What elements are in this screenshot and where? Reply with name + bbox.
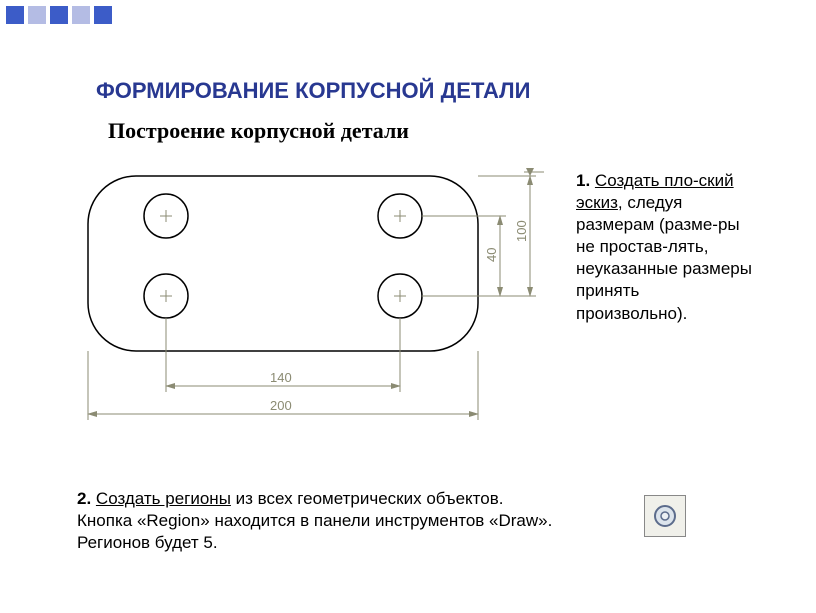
step-2-line3: Регионов будет 5.: [77, 533, 218, 552]
step-1-rest: , следуя размерам (разме-ры не простав-л…: [576, 193, 752, 322]
technical-drawing: 140 200 100 40: [68, 162, 556, 467]
step-2-underline: Создать регионы: [96, 489, 231, 508]
step-2-text: 2. Создать регионы из всех геометрически…: [77, 488, 557, 554]
page-title: ФОРМИРОВАНИЕ КОРПУСНОЙ ДЕТАЛИ: [96, 78, 530, 104]
part-outline: [88, 176, 478, 351]
step-1-num: 1.: [576, 171, 590, 190]
dim-40: 40: [484, 248, 499, 262]
decoration-squares: [6, 6, 112, 24]
page-subtitle: Построение корпусной детали: [108, 118, 409, 144]
dim-200: 200: [270, 398, 292, 413]
deco-sq: [6, 6, 24, 24]
deco-sq: [50, 6, 68, 24]
deco-sq: [72, 6, 90, 24]
dim-140: 140: [270, 370, 292, 385]
deco-sq: [28, 6, 46, 24]
step-2-rest1: из всех геометрических объектов.: [231, 489, 504, 508]
step-2-line2: Кнопка «Region» находится в панели инстр…: [77, 511, 552, 530]
step-2-num: 2.: [77, 489, 91, 508]
deco-sq: [94, 6, 112, 24]
step-1-text: 1. Создать пло-ский эскиз, следуя размер…: [576, 170, 754, 325]
dim-100: 100: [514, 220, 529, 242]
region-tool-icon: [644, 495, 686, 537]
